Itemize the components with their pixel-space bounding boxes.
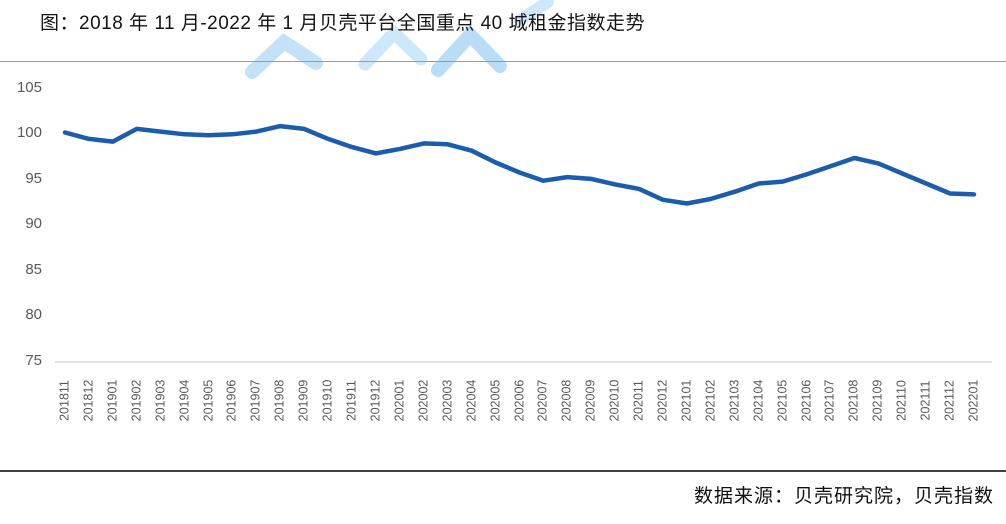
x-axis-tick-label: 202112 (942, 380, 957, 421)
x-axis-tick-label: 202103 (727, 379, 742, 422)
x-axis-tick-label: 201910 (320, 379, 335, 422)
x-axis-tick-label: 202012 (655, 379, 670, 422)
x-axis-tick-label: 202007 (535, 379, 550, 422)
x-axis-tick-label: 201903 (153, 379, 168, 422)
page-title: 图：2018 年 11 月-2022 年 1 月贝壳平台全国重点 40 城租金指… (40, 13, 646, 34)
x-axis-tick-label: 201904 (177, 379, 192, 422)
x-axis-tick-label: 202104 (751, 379, 766, 422)
y-axis-tick-label: 85 (25, 260, 42, 278)
x-axis-tick-label: 201902 (129, 379, 144, 422)
title-divider-line (0, 61, 1006, 62)
y-axis-tick-label: 100 (16, 124, 42, 141)
x-axis-tick-label: 202105 (775, 379, 790, 422)
x-axis-tick-label: 202111 (918, 380, 933, 421)
x-axis-tick-label: 202101 (679, 379, 694, 422)
x-axis-tick-label: 201911 (344, 380, 359, 421)
x-axis-tick-label: 202009 (583, 379, 598, 422)
x-axis-tick-label: 202002 (416, 379, 431, 422)
y-axis-tick-label: 95 (25, 169, 42, 187)
x-axis-tick-label: 201811 (57, 380, 72, 421)
x-axis-tick-label: 201908 (272, 379, 287, 422)
x-axis-tick-label: 202005 (488, 379, 503, 422)
x-axis-tick-label: 201905 (201, 379, 216, 422)
footer-divider-line (0, 470, 1006, 472)
y-axis-tick-label: 80 (25, 306, 42, 323)
x-axis-tick-label: 202102 (703, 379, 718, 422)
x-axis-tick-label: 201901 (105, 379, 120, 422)
x-axis-tick-label: 202003 (440, 379, 455, 422)
x-axis-tick-label: 201906 (224, 379, 239, 422)
x-axis-tick-label: 202107 (822, 379, 837, 422)
x-axis-tick-label: 201912 (368, 379, 383, 422)
x-axis-tick-label: 202201 (966, 379, 981, 422)
rent-index-series-line (62, 123, 977, 206)
x-axis-tick-label: 202006 (512, 379, 526, 422)
y-axis-tick-label: 105 (16, 78, 42, 96)
x-axis-tick-label: 202106 (799, 379, 814, 422)
x-axis-tick-label: 202109 (870, 379, 885, 422)
y-axis-tick-label: 90 (25, 215, 42, 232)
x-axis-tick-label: 202108 (846, 379, 861, 422)
x-axis-tick-label: 201909 (296, 379, 311, 422)
x-axis-tick-label: 201907 (248, 379, 263, 422)
x-axis-tick-label: 202011 (631, 380, 646, 421)
x-axis-tick-label: 202004 (464, 379, 479, 422)
x-axis-tick-label: 201812 (81, 379, 96, 422)
data-source-note: 数据来源：贝壳研究院，贝壳指数 (693, 486, 994, 507)
x-axis-tick-label: 202008 (559, 379, 574, 422)
x-axis-tick-label: 202001 (392, 379, 407, 422)
y-axis-tick-label: 75 (25, 351, 42, 369)
x-axis-tick-label: 202010 (607, 379, 622, 422)
x-axis-tick-label: 202110 (894, 380, 909, 421)
